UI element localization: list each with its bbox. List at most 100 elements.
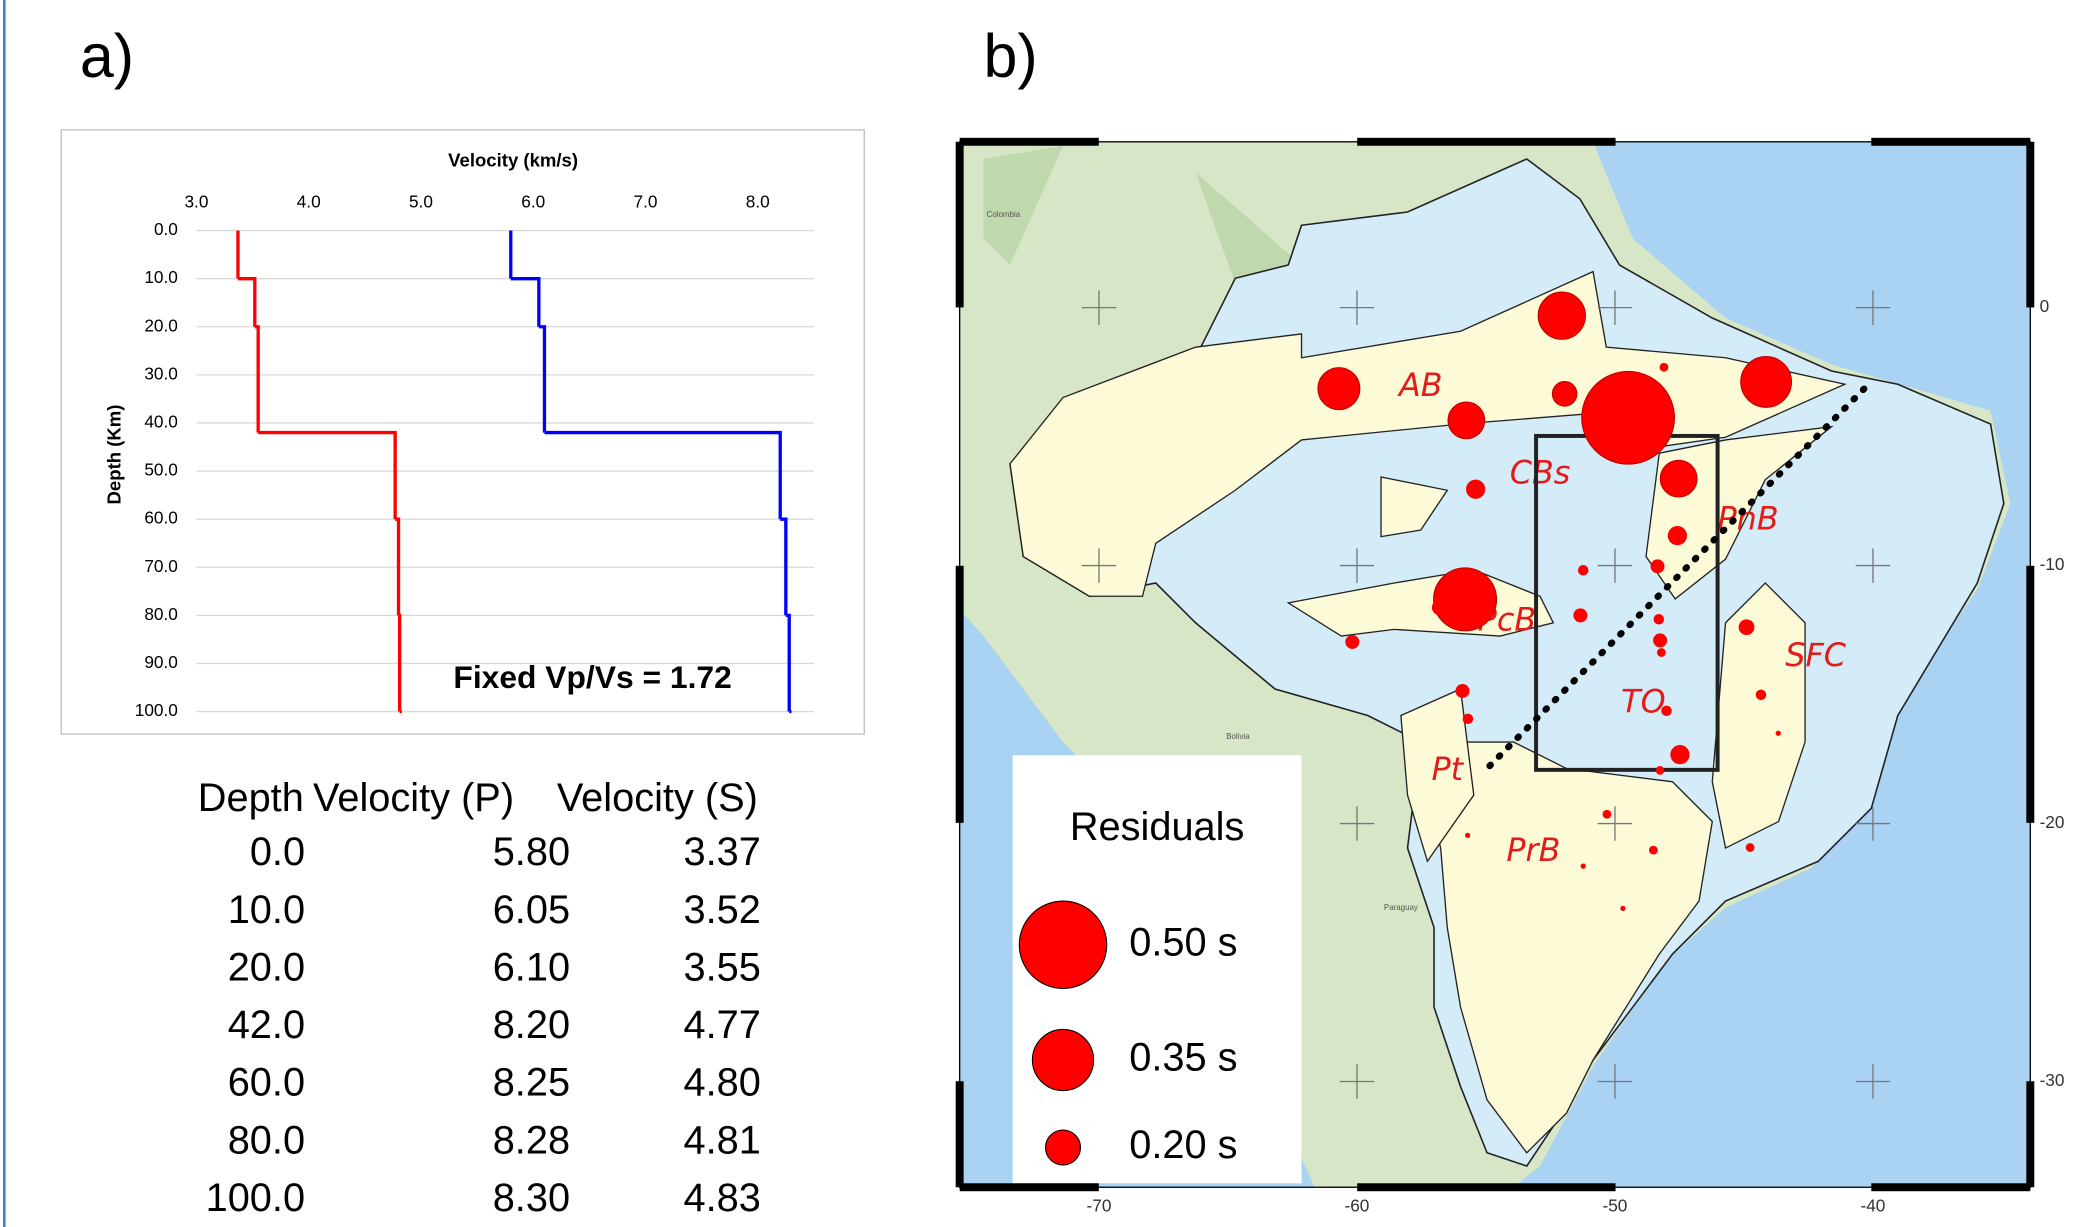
frame-bar: [2026, 566, 2034, 823]
y-tick-label: 0.0: [154, 219, 178, 239]
region-label: SFC: [1785, 637, 1846, 674]
table-cell: 100.0: [206, 1176, 305, 1220]
table-cell: 4.77: [684, 1003, 761, 1047]
table-header: Velocity (P): [313, 776, 514, 820]
residual-circle: [1434, 568, 1497, 631]
y-tick-label: 10.0: [144, 267, 178, 287]
frame-bar: [956, 1081, 964, 1187]
table-cell: 3.55: [684, 945, 761, 989]
frame-bar: [1357, 1183, 1615, 1191]
y-tick-label: 70.0: [144, 556, 178, 576]
region-label: PrB: [1506, 832, 1560, 869]
residual-circle: [1739, 619, 1755, 635]
residual-circle: [1741, 357, 1792, 408]
x-tick-label: -40: [1860, 1196, 1885, 1216]
frame-bar: [2026, 1081, 2034, 1187]
residual-circle: [1756, 690, 1766, 700]
residual-circle: [1657, 648, 1666, 657]
x-tick-label: -50: [1602, 1196, 1627, 1216]
residual-circle: [1746, 843, 1755, 852]
frame-bar: [1871, 1183, 2030, 1191]
residual-circle: [1668, 526, 1687, 545]
residual-circle: [1656, 766, 1665, 775]
table-cell: 0.0: [250, 830, 305, 874]
y-tick-label: -10: [2040, 554, 2065, 574]
residual-circle: [1670, 745, 1689, 764]
x-tick-label: 4.0: [297, 191, 321, 211]
table-cell: 8.25: [493, 1061, 570, 1105]
place-label: Colombia: [987, 210, 1021, 219]
residual-circle: [1448, 402, 1485, 439]
residual-circle: [1661, 706, 1671, 716]
legend-label: 0.50 s: [1129, 920, 1237, 964]
table-header: Depth: [198, 776, 304, 820]
y-tick-label: -20: [2040, 812, 2065, 832]
y-tick-label: 20.0: [144, 315, 178, 335]
y-tick-label: 40.0: [144, 412, 178, 432]
table-cell: 4.83: [684, 1176, 761, 1220]
residual-circle: [1455, 684, 1469, 698]
table-cell: 42.0: [228, 1003, 305, 1047]
region-label: AB: [1397, 367, 1443, 404]
y-tick-label: 80.0: [144, 604, 178, 624]
annotation: Fixed Vp/Vs = 1.72: [453, 659, 731, 695]
residual-circle: [1578, 565, 1588, 575]
residual-circle: [1651, 559, 1665, 573]
table-cell: 3.37: [684, 830, 761, 874]
x-tick-label: -70: [1087, 1196, 1112, 1216]
place-label: Paraguay: [1384, 903, 1418, 912]
y-axis-label: Depth (Km): [104, 405, 125, 505]
velocity-table: DepthVelocity (P) Velocity (S) 0.0 5.80 3.37…: [198, 776, 761, 1220]
x-tick-label: 5.0: [409, 191, 433, 211]
table-cell: 3.52: [684, 888, 761, 932]
frame-bar: [2026, 142, 2034, 308]
residual-circle: [1466, 480, 1485, 499]
residual-circle: [1538, 292, 1585, 339]
table-cell: 8.28: [493, 1118, 570, 1162]
map: AB CBs PnB PcB SFC TO Pt PrB Colombia Bo…: [956, 138, 2035, 1191]
figure: a) b) Velocity (km/s) Depth (Km) Fixed V…: [0, 0, 2077, 1227]
table-header: Velocity (S): [557, 776, 758, 820]
legend-circle: [1019, 901, 1106, 988]
residual-circle: [1465, 833, 1470, 838]
table-cell: 80.0: [228, 1118, 305, 1162]
legend-circle: [1046, 1130, 1081, 1165]
table-cell: 8.20: [493, 1003, 570, 1047]
frame-bar: [960, 138, 1099, 146]
residual-circle: [1649, 846, 1658, 855]
region-label: Pt: [1431, 751, 1464, 788]
residual-circle: [1318, 368, 1360, 410]
residual-circle: [1654, 614, 1664, 624]
residual-circle: [1653, 633, 1667, 647]
residual-circle: [1660, 460, 1697, 497]
region-label: TO: [1621, 684, 1665, 721]
residual-circle: [1581, 863, 1586, 868]
table-cell: 60.0: [228, 1061, 305, 1105]
residual-circle: [1345, 635, 1359, 649]
residual-circle: [1552, 382, 1576, 406]
table-cell: 6.05: [493, 888, 570, 932]
y-tick-label: 60.0: [144, 508, 178, 528]
panel-label: a): [80, 22, 134, 90]
legend-label: 0.20 s: [1129, 1123, 1237, 1167]
table-cell: 5.80: [493, 830, 570, 874]
table-cell: 8.30: [493, 1176, 570, 1220]
frame-bar: [960, 1183, 1099, 1191]
panel-label: b): [984, 22, 1038, 90]
place-label: Bolivia: [1226, 732, 1250, 741]
legend-label: 0.35 s: [1129, 1036, 1237, 1080]
frame-bar: [1357, 138, 1615, 146]
residual-circle: [1573, 608, 1587, 622]
residual-circle: [1582, 371, 1675, 464]
y-tick-label: 50.0: [144, 460, 178, 480]
y-tick-label: 0: [2040, 296, 2050, 316]
y-tick-label: -30: [2040, 1070, 2065, 1090]
x-tick-label: 3.0: [184, 191, 208, 211]
table-cell: 4.80: [684, 1061, 761, 1105]
y-tick-label: 90.0: [144, 652, 178, 672]
y-tick-label: 30.0: [144, 363, 178, 383]
frame-bar: [956, 566, 964, 823]
y-tick-label: 100.0: [135, 700, 178, 720]
legend-circle: [1032, 1029, 1093, 1090]
table-cell: 6.10: [493, 945, 570, 989]
